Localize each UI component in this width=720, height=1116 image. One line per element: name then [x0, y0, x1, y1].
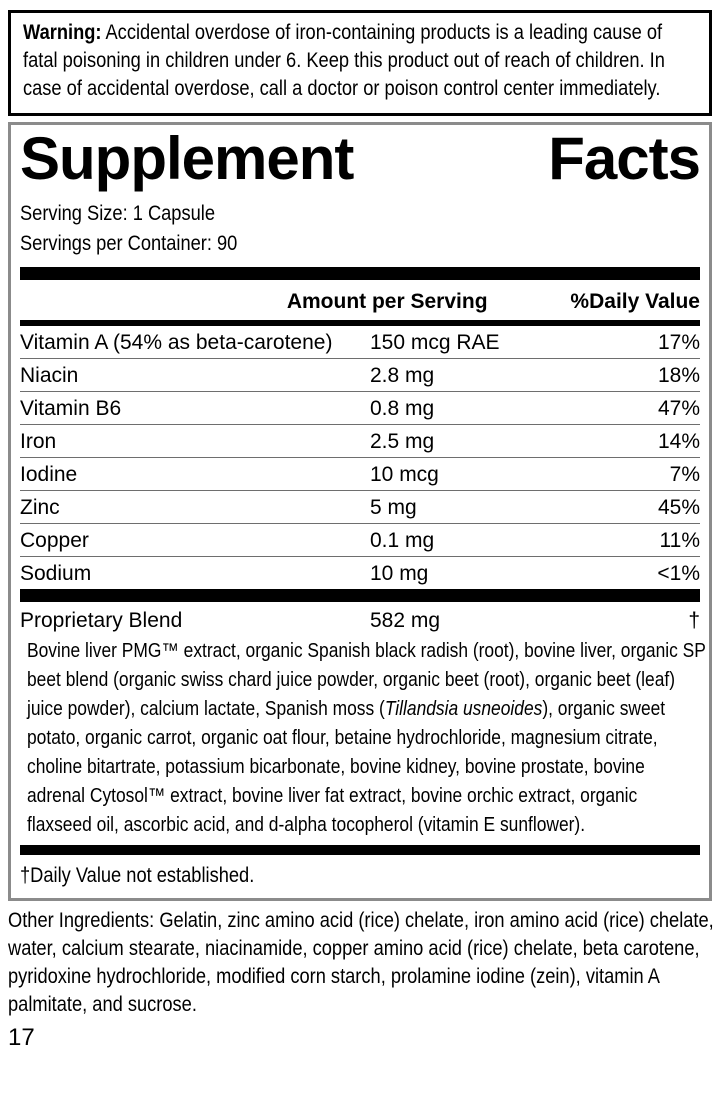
nutrient-amount: 0.1 mg — [370, 529, 435, 552]
table-row: Niacin 2.8 mg 18% — [20, 359, 700, 392]
table-row: Iodine 10 mcg 7% — [20, 458, 700, 491]
table-row: Zinc 5 mg 45% — [20, 491, 700, 524]
warning-text: Warning: Accidental overdose of iron-cont… — [23, 19, 697, 103]
proprietary-blend-name: Proprietary Blend — [20, 609, 183, 632]
nutrient-name: Vitamin B6 — [20, 397, 122, 420]
warning-label: Warning: — [23, 21, 102, 44]
warning-box: Warning: Accidental overdose of iron-cont… — [8, 10, 712, 116]
panel-title-word-supplement: Supplement — [20, 125, 354, 192]
table-header: Amount per Serving %Daily Value — [20, 280, 700, 320]
nutrient-daily-value: 45% — [657, 496, 700, 519]
table-row: Sodium 10 mg <1% — [20, 557, 700, 589]
nutrient-daily-value: 17% — [657, 331, 700, 354]
nutrient-amount: 10 mg — [370, 562, 429, 585]
nutrient-daily-value: 14% — [657, 430, 700, 453]
divider-bar-header — [20, 320, 700, 326]
nutrient-name: Sodium — [20, 562, 92, 585]
nutrient-name: Vitamin A (54% as beta-carotene) — [20, 331, 333, 354]
proprietary-blend-amount: 582 mg — [370, 609, 441, 632]
nutrient-amount: 5 mg — [370, 496, 417, 519]
table-row: Vitamin B6 0.8 mg 47% — [20, 392, 700, 425]
daily-value-footnote: †Daily Value not established. — [20, 864, 255, 887]
column-header-amount: Amount per Serving — [286, 290, 488, 313]
nutrient-daily-value: 47% — [657, 397, 700, 420]
nutrient-name: Iodine — [20, 463, 78, 486]
blend-species-name: Tillandsia usneoides — [384, 698, 543, 720]
nutrient-daily-value: <1% — [657, 562, 700, 585]
column-header-daily-value: %Daily Value — [570, 290, 700, 313]
nutrient-amount: 0.8 mg — [370, 397, 435, 420]
supplement-facts-panel: Supplement Facts Serving Size: 1 Capsule… — [8, 122, 712, 901]
blend-description: Bovine liver PMG™ extract, organic Spani… — [27, 637, 707, 840]
servings-per-container: Servings per Container: 90 — [20, 232, 238, 255]
warning-body: Accidental overdose of iron-containing p… — [23, 21, 665, 100]
nutrient-name: Niacin — [20, 364, 79, 387]
divider-bar-blend — [20, 589, 700, 602]
table-row: Copper 0.1 mg 11% — [20, 524, 700, 557]
divider-bar-top — [20, 267, 700, 280]
divider-bar-footnote — [20, 845, 700, 855]
panel-title-word-facts: Facts — [548, 125, 701, 192]
page-number: 17 — [8, 1024, 35, 1051]
nutrient-daily-value: 18% — [657, 364, 700, 387]
nutrient-name: Zinc — [20, 496, 60, 519]
nutrient-amount: 2.8 mg — [370, 364, 435, 387]
nutrient-daily-value: 11% — [659, 529, 700, 552]
serving-info: Serving Size: 1 Capsule Servings per Con… — [20, 199, 700, 259]
table-row: Iron 2.5 mg 14% — [20, 425, 700, 458]
table-row: Vitamin A (54% as beta-carotene) 150 mcg… — [20, 326, 700, 359]
proprietary-blend-daily-value: † — [688, 609, 700, 632]
nutrient-amount: 150 mcg RAE — [370, 331, 500, 354]
proprietary-blend-row: Proprietary Blend 582 mg † — [20, 602, 700, 635]
nutrient-name: Iron — [20, 430, 57, 453]
nutrient-table: Vitamin A (54% as beta-carotene) 150 mcg… — [20, 326, 700, 589]
blend-description-part1: Bovine liver PMG™ extract, organic Spani… — [27, 640, 706, 720]
nutrient-amount: 10 mcg — [370, 463, 439, 486]
nutrient-daily-value: 7% — [669, 463, 700, 486]
nutrient-name: Copper — [20, 529, 89, 552]
serving-size: Serving Size: 1 Capsule — [20, 202, 215, 225]
panel-title: Supplement Facts — [20, 125, 701, 192]
blend-description-part2: ), organic sweet potato, organic carrot,… — [27, 698, 666, 836]
nutrient-amount: 2.5 mg — [370, 430, 435, 453]
other-ingredients: Other Ingredients: Gelatin, zinc amino a… — [8, 909, 714, 1016]
